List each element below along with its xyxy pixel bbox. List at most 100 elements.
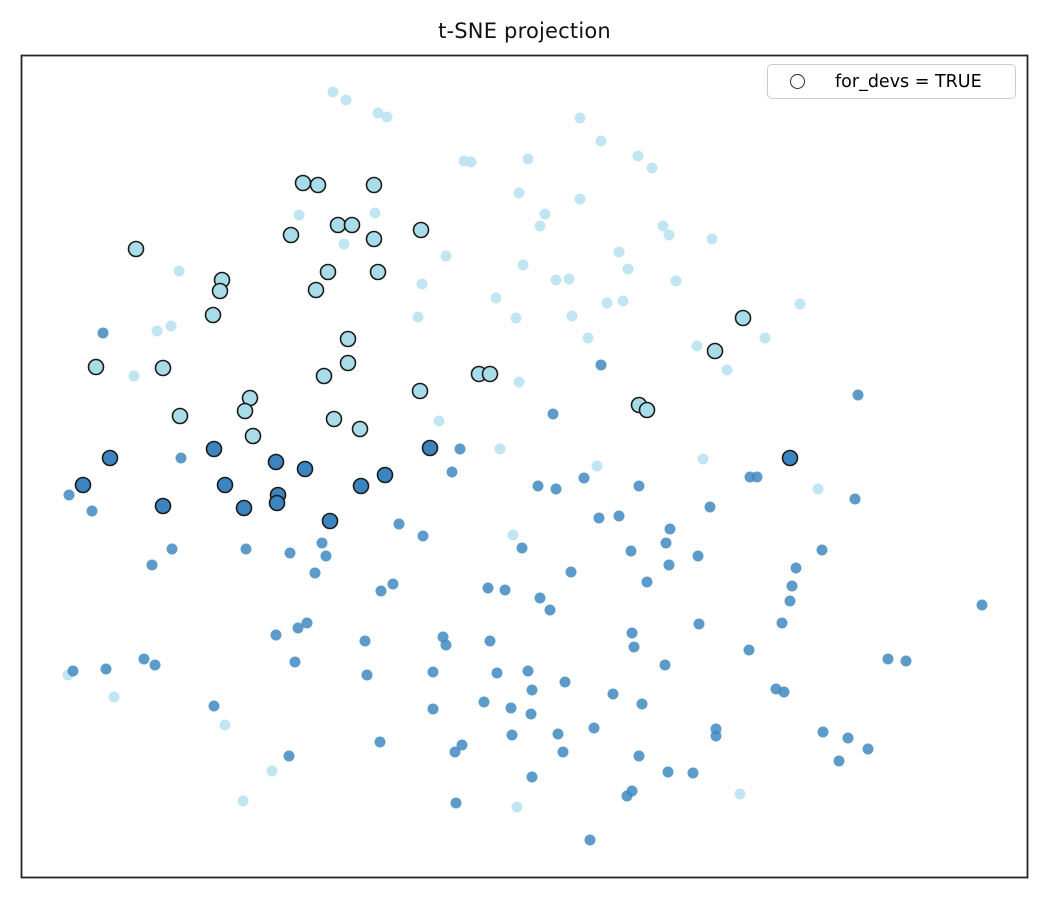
scatter-point (559, 676, 571, 688)
scatter-point (532, 480, 544, 492)
scatter-point (842, 732, 854, 744)
scatter-point (833, 755, 845, 767)
scatter-point (338, 238, 350, 250)
scatter-point (721, 364, 733, 376)
scatter-point (151, 325, 163, 337)
scatter-point (566, 310, 578, 322)
legend: for_devs = TRUE (767, 64, 1016, 99)
scatter-point (816, 544, 828, 556)
scatter-point (534, 592, 546, 604)
scatter-point (663, 229, 675, 241)
scatter-point (359, 635, 371, 647)
scatter-point (778, 686, 790, 698)
scatter-point (638, 401, 656, 419)
scatter-point (339, 330, 357, 348)
scatter-point (270, 629, 282, 641)
scatter-point (440, 639, 452, 651)
scatter-point (595, 135, 607, 147)
scatter-point (513, 187, 525, 199)
scatter-point (578, 472, 590, 484)
scatter-point (301, 617, 313, 629)
scatter-point (127, 240, 145, 258)
scatter-point (526, 684, 538, 696)
scatter-point (565, 566, 577, 578)
scatter-point (266, 765, 278, 777)
scatter-point (484, 635, 496, 647)
scatter-point (417, 530, 429, 542)
scatter-point (751, 471, 763, 483)
scatter-point (900, 655, 912, 667)
scatter-point (794, 298, 806, 310)
scatter-point (526, 771, 538, 783)
scatter-point (607, 688, 619, 700)
scatter-point (790, 562, 802, 574)
scatter-point (63, 489, 75, 501)
scatter-point (449, 746, 461, 758)
scatter-point (454, 443, 466, 455)
scatter-point (505, 702, 517, 714)
scatter-point (108, 691, 120, 703)
scatter-point (235, 499, 253, 517)
scatter-point (325, 410, 343, 428)
scatter-point (663, 559, 675, 571)
scatter-point (617, 295, 629, 307)
scatter-point (101, 449, 119, 467)
scatter-point (369, 207, 381, 219)
scatter-point (446, 466, 458, 478)
scatter-point (781, 449, 799, 467)
scatter-point (613, 246, 625, 258)
scatter-point (86, 505, 98, 517)
scatter-point (369, 263, 387, 281)
scatter-point (352, 477, 370, 495)
scatter-point (734, 309, 752, 327)
scatter-point (534, 220, 546, 232)
scatter-point (706, 342, 724, 360)
scatter-point (351, 420, 369, 438)
scatter-point (154, 359, 172, 377)
scatter-point (374, 736, 386, 748)
scatter-point (693, 618, 705, 630)
scatter-point (522, 665, 534, 677)
scatter-point (416, 278, 428, 290)
scatter-point (267, 453, 285, 471)
scatter-point (664, 523, 676, 535)
scatter-point (339, 354, 357, 372)
scatter-point (433, 415, 445, 427)
scatter-point (510, 312, 522, 324)
scatter-point (67, 665, 79, 677)
scatter-point (412, 221, 430, 239)
scatter-point (626, 627, 638, 639)
scatter-point (539, 208, 551, 220)
scatter-point (421, 439, 439, 457)
scatter-point (591, 460, 603, 472)
scatter-point (283, 750, 295, 762)
scatter-point (552, 728, 564, 740)
scatter-point (411, 382, 429, 400)
scatter-point (361, 669, 373, 681)
scatter-point (372, 107, 384, 119)
scatter-point (296, 460, 314, 478)
scatter-point (208, 700, 220, 712)
scatter-point (522, 153, 534, 165)
scatter-point (340, 94, 352, 106)
scatter-point (284, 547, 296, 559)
scatter-point (494, 443, 506, 455)
scatter-point (481, 365, 499, 383)
scatter-point (482, 582, 494, 594)
scatter-point (574, 193, 586, 205)
scatter-point (776, 617, 788, 629)
scatter-point (412, 311, 424, 323)
scatter-point (507, 529, 519, 541)
scatter-point (628, 641, 640, 653)
scatter-point (315, 367, 333, 385)
scatter-point (166, 543, 178, 555)
scatter-point (743, 644, 755, 656)
scatter-point (710, 730, 722, 742)
scatter-point (660, 537, 672, 549)
scatter-point (319, 263, 337, 281)
scatter-point (204, 306, 222, 324)
scatter-point (862, 743, 874, 755)
scatter-point (343, 216, 361, 234)
scatter-point (74, 476, 92, 494)
